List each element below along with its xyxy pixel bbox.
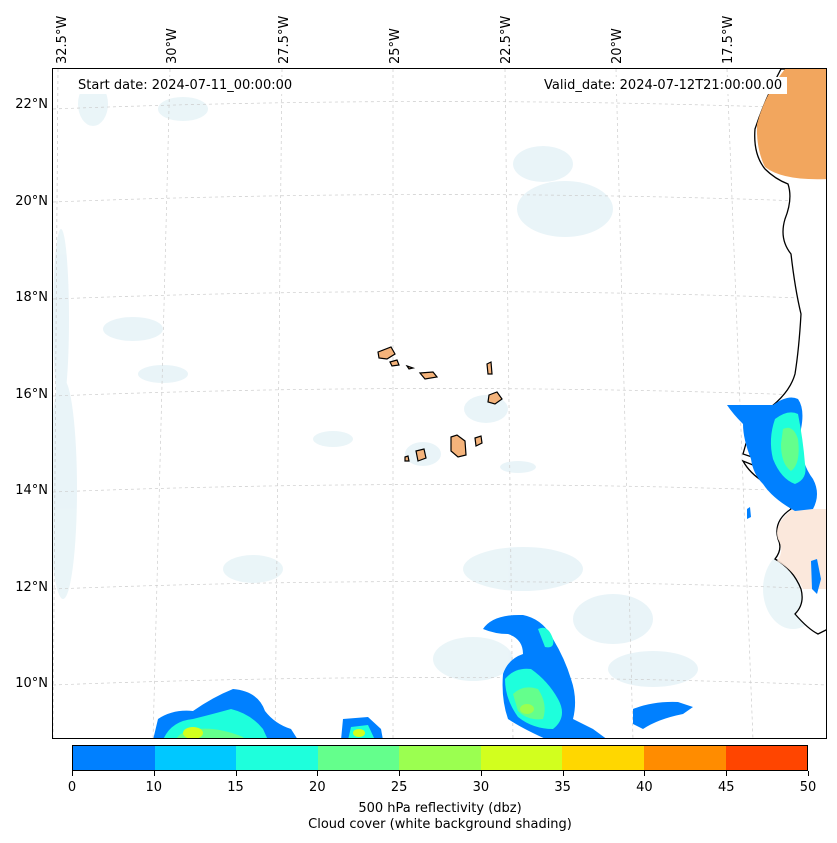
lon-label-25w: 25°W: [388, 28, 403, 64]
colorbar-tick-label: 15: [227, 780, 244, 795]
lon-label-32-5w: 32.5°W: [55, 15, 70, 64]
colorbar-segment: [480, 746, 563, 770]
colorbar-tick-label: 40: [636, 780, 653, 795]
map-graphics: [53, 69, 826, 738]
lon-label-27-5w: 27.5°W: [277, 15, 292, 64]
colorbar-tick-label: 0: [67, 780, 77, 795]
colorbar-tick: [726, 771, 728, 776]
colorbar-segment: [73, 746, 155, 770]
colorbar-segment: [643, 746, 726, 770]
lon-label-17-5w: 17.5°W: [721, 15, 736, 64]
colorbar-tick-label: 10: [145, 780, 163, 795]
lon-label-30w: 30°W: [165, 28, 180, 64]
map-canvas[interactable]: [52, 68, 827, 739]
cape-verde-islands: [377, 346, 503, 462]
reflectivity-sw: [153, 689, 383, 738]
lat-label-16n: 16°N: [15, 387, 48, 402]
colorbar-label-line1: 500 hPa reflectivity (dbz): [358, 801, 522, 816]
colorbar-tick: [72, 771, 73, 776]
start-date-label: Start date: 2024-07-11_00:00:00: [73, 77, 298, 94]
lat-label-22n: 22°N: [15, 97, 48, 112]
colorbar-tick: [317, 771, 319, 776]
reflectivity-south-central: [483, 614, 693, 738]
cloud-cover-shading: [53, 82, 823, 687]
colorbar-tick: [808, 771, 809, 776]
lat-label-18n: 18°N: [15, 290, 48, 305]
colorbar-tick-label: 45: [717, 780, 735, 795]
colorbar: [72, 745, 808, 771]
reflectivity-east: [727, 397, 821, 594]
lat-label-10n: 10°N: [15, 676, 48, 691]
colorbar-tick-label: 30: [472, 780, 490, 795]
colorbar-tick: [235, 771, 237, 776]
sahara-shading: [756, 69, 826, 180]
graticule: [53, 69, 826, 738]
colorbar-tick: [480, 771, 482, 776]
colorbar-segment: [725, 746, 808, 770]
colorbar-tick: [562, 771, 564, 776]
colorbar-segment: [154, 746, 237, 770]
colorbar-segment: [236, 746, 318, 770]
colorbar-tick: [399, 771, 401, 776]
lon-label-20w: 20°W: [610, 28, 625, 64]
lat-label-12n: 12°N: [15, 580, 48, 595]
colorbar-tick-label: 35: [554, 780, 571, 795]
colorbar-segment: [562, 746, 644, 770]
lon-label-22-5w: 22.5°W: [499, 15, 514, 64]
colorbar-label: 500 hPa reflectivity (dbz) Cloud cover (…: [72, 801, 808, 833]
colorbar-tick-label: 25: [390, 780, 408, 795]
colorbar-tick: [644, 771, 646, 776]
colorbar-segment: [399, 746, 481, 770]
lat-label-20n: 20°N: [15, 194, 48, 209]
colorbar-label-line2: Cloud cover (white background shading): [308, 817, 572, 832]
colorbar-segment: [317, 746, 400, 770]
lat-label-14n: 14°N: [15, 483, 48, 498]
colorbar-tick-label: 50: [799, 780, 817, 795]
colorbar-tick: [153, 771, 155, 776]
colorbar-tick-label: 20: [309, 780, 326, 795]
valid-date-label: Valid_date: 2024-07-12T21:00:00.00: [539, 77, 788, 94]
